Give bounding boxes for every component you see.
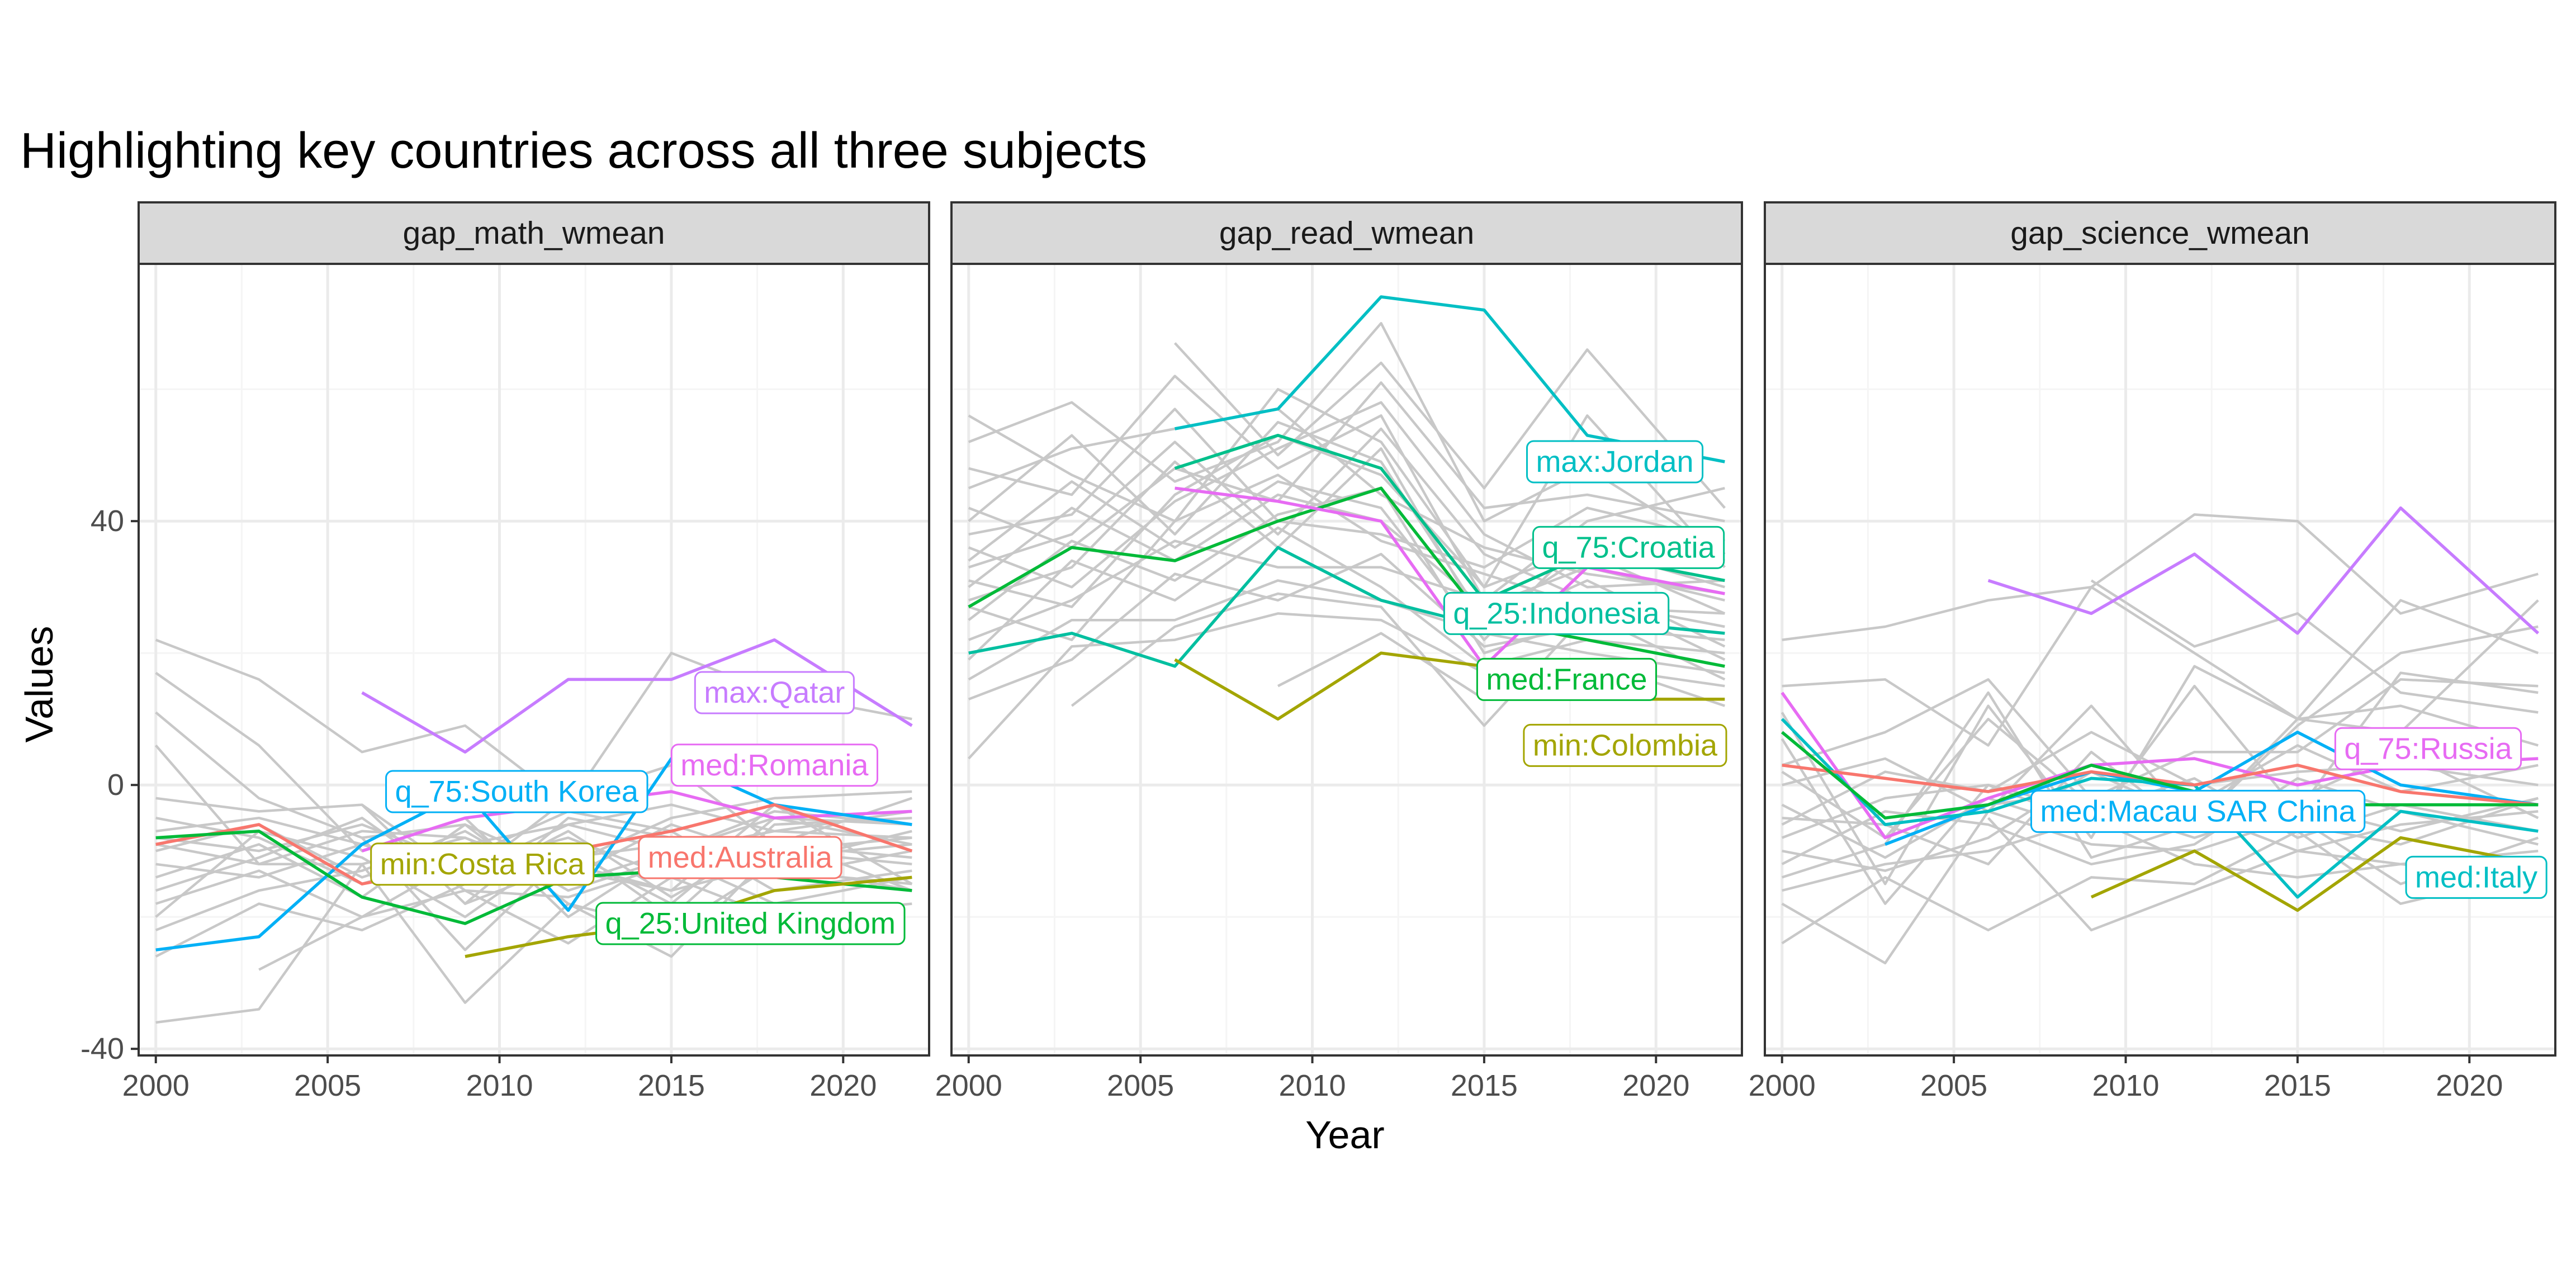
x-tick-label: 2015 (1451, 1069, 1518, 1102)
facet-strip-label: gap_read_wmean (1219, 215, 1474, 251)
callout-box (2405, 855, 2547, 899)
series-callout: q_75:Croatia (1532, 525, 1725, 569)
background-series-line (1782, 678, 2539, 800)
background-series-line (2090, 579, 2539, 714)
background-series-line (968, 401, 1725, 589)
x-tick-label: 2010 (466, 1069, 533, 1102)
callout-label: q_25:Indonesia (1453, 596, 1660, 630)
chart-title: Highlighting key countries across all th… (20, 123, 1147, 179)
facet-strip (950, 201, 1743, 265)
series-callout: med:Romania (670, 744, 879, 787)
callout-box (1532, 525, 1725, 569)
x-tick-label: 2010 (2092, 1069, 2159, 1102)
highlight-series-line (1781, 718, 2539, 899)
series-callout: q_25:United Kingdom (595, 902, 906, 945)
callout-box (1443, 591, 1670, 635)
facet-panels: max:Qatar med:Romania q_75:South Korea med:… (80, 201, 2556, 1102)
facet-strip-label: gap_science_wmean (2010, 215, 2310, 251)
background-series-line (1781, 830, 2539, 945)
series-callout: q_75:Russia (2334, 727, 2522, 770)
facet-strip-label: gap_math_wmean (403, 215, 665, 251)
callout-box (1476, 657, 1657, 701)
callout-box (595, 902, 906, 945)
highlight-series-line (1987, 506, 2540, 635)
facet-strip (1764, 201, 2556, 265)
highlight-series-line (1175, 486, 1725, 668)
series-callout: med:France (1476, 657, 1657, 701)
panel-background (1765, 264, 2555, 1055)
highlight-series-line (1781, 731, 2539, 820)
series-callout: q_25:Indonesia (1443, 591, 1670, 635)
x-tick-label: 2010 (1278, 1069, 1346, 1102)
x-tick-label: 2000 (1749, 1069, 1816, 1102)
series-callout: q_75:South Korea (385, 770, 648, 813)
x-tick-label: 2020 (1622, 1069, 1689, 1102)
callout-label: med:France (1486, 662, 1647, 696)
facet-panel: q_75:Russia med:Macau SAR China med:Italy g… (1749, 201, 2556, 1102)
background-series-line (1782, 585, 2539, 747)
callout-box (2030, 789, 2366, 833)
x-axis-title: Year (1305, 1113, 1384, 1157)
callout-label: q_75:South Korea (395, 775, 639, 808)
x-tick-label: 2015 (2264, 1069, 2331, 1102)
y-tick-label: -40 (80, 1032, 124, 1066)
callout-label: med:Macau SAR China (2040, 794, 2356, 828)
callout-label: med:Italy (2415, 860, 2537, 894)
callout-label: q_75:Russia (2344, 732, 2512, 765)
background-series-line (1782, 513, 2539, 641)
x-tick-label: 2015 (638, 1069, 705, 1102)
callout-label: min:Costa Rica (380, 847, 585, 881)
series-callout: max:Qatar (694, 671, 855, 714)
callout-box (694, 671, 855, 714)
callout-box (370, 842, 595, 886)
background-series-line (155, 810, 912, 918)
y-tick-label: 40 (91, 504, 124, 538)
series-callout: max:Jordan (1526, 440, 1704, 484)
callout-label: q_25:United Kingdom (605, 907, 896, 940)
facet-strip (138, 201, 930, 265)
background-series-line (1173, 342, 1726, 509)
background-series-line (1781, 810, 2539, 965)
x-tick-label: 2005 (1920, 1069, 1987, 1102)
y-tick-label: 0 (107, 768, 124, 802)
callout-label: med:Romania (680, 749, 869, 782)
highlight-series-line (1175, 295, 1725, 463)
callout-box (1526, 440, 1704, 484)
callout-label: max:Jordan (1536, 445, 1693, 479)
callout-label: med:Australia (648, 841, 833, 874)
callout-box (638, 836, 842, 879)
callout-box (670, 744, 879, 787)
x-tick-label: 2000 (122, 1069, 190, 1102)
x-tick-label: 2020 (809, 1069, 877, 1102)
series-callout: med:Macau SAR China (2030, 789, 2366, 833)
y-axis-title: Values (17, 626, 61, 743)
highlight-series-line (2090, 836, 2539, 912)
background-series-line (968, 579, 1725, 681)
series-callout: min:Colombia (1523, 723, 1727, 767)
series-callout: med:Australia (638, 836, 842, 879)
callout-label: max:Qatar (704, 676, 845, 709)
background-series-line (1782, 704, 2539, 826)
background-series-line (968, 526, 1725, 668)
callout-box (2334, 727, 2522, 770)
callout-label: q_75:Croatia (1542, 531, 1716, 564)
callout-box (1523, 723, 1727, 767)
highlight-series-line (968, 486, 1725, 668)
callout-box (385, 770, 648, 813)
facet-panel: max:Jordan q_75:Croatia q_25:Indonesia med:… (935, 201, 1743, 1102)
x-tick-label: 2000 (935, 1069, 1002, 1102)
series-callout: med:Italy (2405, 855, 2547, 899)
x-tick-label: 2020 (2436, 1069, 2503, 1102)
x-tick-label: 2005 (1107, 1069, 1174, 1102)
x-tick-label: 2005 (294, 1069, 361, 1102)
background-series-line (968, 408, 1725, 569)
facet-panel: max:Qatar med:Romania q_75:South Korea med:… (80, 201, 930, 1102)
series-callout: min:Costa Rica (370, 842, 595, 886)
callout-label: min:Colombia (1533, 728, 1718, 762)
highlight-series-line (361, 638, 913, 754)
background-series-line (1781, 671, 2539, 905)
